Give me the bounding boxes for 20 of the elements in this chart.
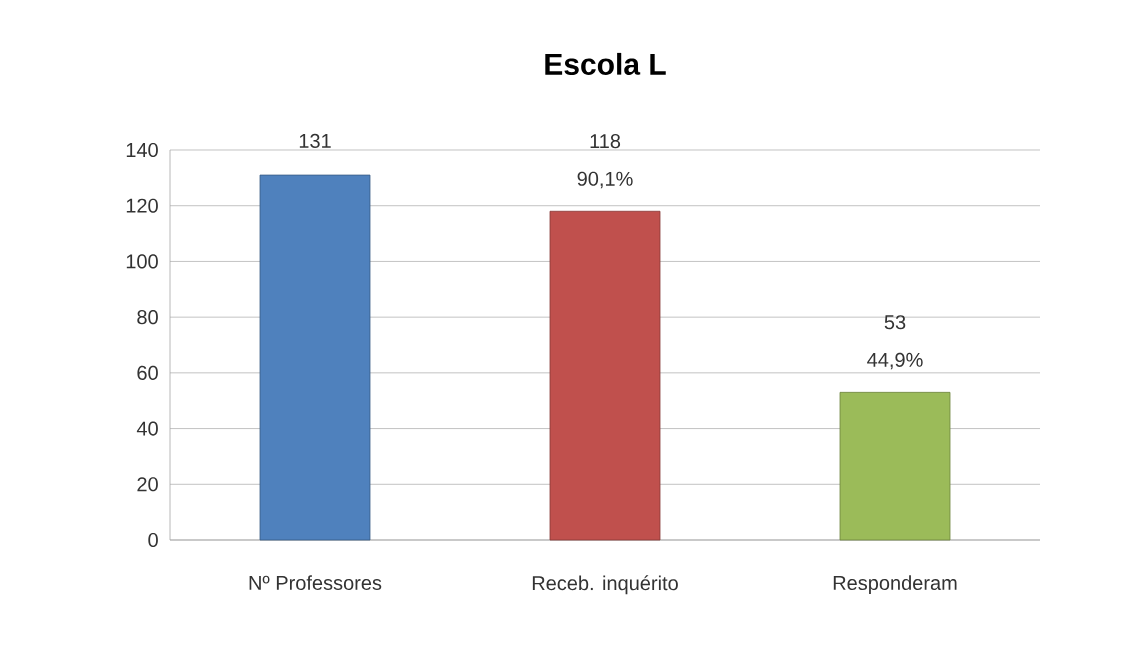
annotation: 44,9% [867,352,923,370]
data-label: 118 [590,134,621,149]
x-tick-label: Responderam [833,575,957,594]
chart-title: Escola L [545,52,666,75]
bar [549,210,661,541]
y-tick-label: 20 [137,477,158,492]
y-tick-label: 0 [148,532,158,548]
y-tick-label: 40 [136,421,158,436]
bar [839,391,951,541]
y-tick-label: 120 [126,198,158,213]
y-tick-label: 80 [137,310,158,325]
annotation: 90,1% [577,171,633,189]
x-tick-label: Nº Professores [249,575,382,590]
y-tick-label: 100 [126,254,158,269]
data-label: 131 [299,133,331,148]
bar [259,174,371,541]
x-tick-label: Receb. inquérito [532,575,678,595]
data-label: 53 [884,315,906,330]
y-tick-label: 140 [126,142,158,158]
y-tick-label: 60 [137,365,158,380]
